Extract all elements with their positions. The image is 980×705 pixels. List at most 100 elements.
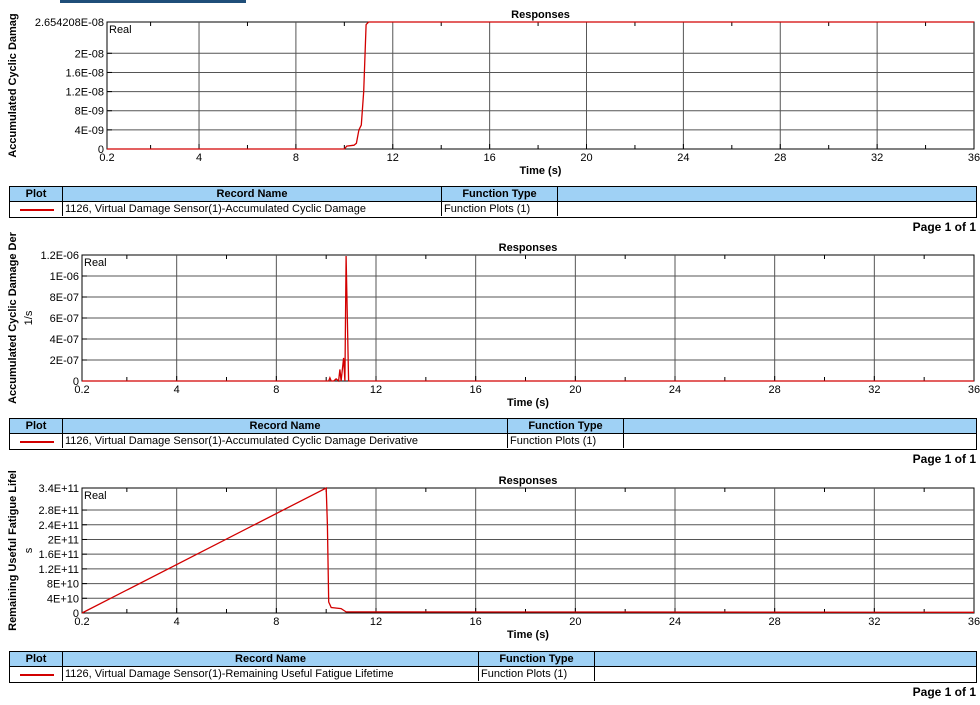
- x-tick-label: 32: [871, 152, 883, 164]
- series-swatch: [20, 441, 54, 443]
- x-tick-label: 16: [484, 152, 496, 164]
- legend-record-name: 1126, Virtual Damage Sensor(1)-Accumulat…: [63, 434, 508, 448]
- series-type-label: Real: [84, 257, 107, 269]
- y-axis-label: Accumulated Cyclic Damage Der: [7, 231, 19, 404]
- x-tick-label: 4: [196, 152, 202, 164]
- y-tick-label: 0: [73, 376, 79, 388]
- x-tick-label: 24: [669, 616, 681, 628]
- x-tick-label: 0.2: [74, 384, 89, 396]
- x-tick-label: 16: [470, 616, 482, 628]
- plot-frame: [81, 487, 975, 614]
- series-line: [82, 255, 974, 383]
- x-tick-label: 12: [370, 384, 382, 396]
- chart-panel-2: Responses 0.2 4 8 12 16 20 24 28 32 36 0 2E-07 4E-07 6…: [0, 231, 980, 469]
- y-tick-label: 4E-07: [50, 334, 79, 346]
- chart-panel-1: Responses 0.2 4 8 12 16 20 24 28 32 36 0 4E-09 8E-09 1…: [0, 4, 980, 236]
- legend-record-name: 1126, Virtual Damage Sensor(1)-Remaining…: [63, 667, 479, 681]
- y-axis-unit: 1/s: [23, 310, 35, 325]
- y-tick-label: 6E-07: [50, 313, 79, 325]
- y-tick-label: 2E-07: [50, 355, 79, 367]
- legend-header-record: Record Name: [63, 419, 508, 433]
- y-tick-label: 2E-08: [75, 48, 104, 60]
- legend-header-record: Record Name: [63, 652, 479, 666]
- legend-header-function: Function Type: [442, 187, 558, 201]
- x-tick-label: 8: [293, 152, 299, 164]
- y-tick-label: 1.6E-08: [65, 67, 104, 79]
- x-tick-label: 28: [769, 616, 781, 628]
- x-tick-label: 24: [677, 152, 689, 164]
- y-tick-label: 1E-06: [50, 271, 79, 283]
- legend-function-type: Function Plots (1): [479, 667, 595, 681]
- x-axis-label: Time (s): [507, 629, 549, 641]
- legend-function-type: Function Plots (1): [508, 434, 624, 448]
- x-tick-label: 24: [669, 384, 681, 396]
- legend-row[interactable]: 1126, Virtual Damage Sensor(1)-Accumulat…: [10, 434, 976, 448]
- y-tick-label: 1.6E+11: [39, 549, 79, 561]
- legend-plot-cell: [10, 667, 63, 681]
- y-tick-label: 0: [73, 608, 79, 620]
- series-type-label: Real: [84, 490, 107, 502]
- chart-svg: Responses 0.2 4 8 12 16 20 24 28 32 36 0 2E-07 4E-07 6…: [7, 231, 980, 409]
- legend-table: Plot Record Name Function Type 1126, Vir…: [9, 418, 977, 450]
- y-tick-label: 3.4E+11: [39, 483, 79, 495]
- x-tick-label: 20: [580, 152, 592, 164]
- legend-table: Plot Record Name Function Type 1126, Vir…: [9, 651, 977, 683]
- legend-header-record: Record Name: [63, 187, 442, 201]
- x-tick-label: 36: [968, 152, 980, 164]
- y-axis-label: Accumulated Cyclic Damag: [7, 13, 19, 157]
- y-tick-label: 4E+10: [47, 593, 79, 605]
- x-tick-label: 28: [774, 152, 786, 164]
- tab-strip: [0, 0, 980, 4]
- legend-function-type: Function Plots (1): [442, 202, 558, 216]
- chart-svg: Responses 0.2 4 8 12 16 20 24 28 32 36 0 4E+10 8E+10 1…: [7, 470, 980, 641]
- series-line: [81, 486, 975, 614]
- y-tick-label: 1.2E-06: [40, 250, 79, 262]
- x-tick-label: 12: [370, 616, 382, 628]
- legend-plot-cell: [10, 202, 63, 216]
- chart-title: Responses: [511, 9, 570, 21]
- page-indicator: Page 1 of 1: [912, 452, 976, 466]
- legend-row[interactable]: 1126, Virtual Damage Sensor(1)-Remaining…: [10, 667, 976, 681]
- x-tick-label: 32: [868, 616, 880, 628]
- series-swatch: [20, 209, 54, 211]
- chart-title: Responses: [499, 475, 558, 487]
- legend-record-name: 1126, Virtual Damage Sensor(1)-Accumulat…: [63, 202, 442, 216]
- active-tab-indicator[interactable]: [60, 0, 246, 3]
- x-axis-label: Time (s): [507, 397, 549, 409]
- chart-title: Responses: [499, 242, 558, 254]
- y-tick-label: 8E-07: [50, 292, 79, 304]
- chart-svg: Responses 0.2 4 8 12 16 20 24 28 32 36 0 4E-09 8E-09 1…: [7, 9, 980, 177]
- x-tick-label: 20: [569, 616, 581, 628]
- x-tick-label: 8: [273, 616, 279, 628]
- legend-table: Plot Record Name Function Type 1126, Vir…: [9, 186, 977, 218]
- x-tick-label: 16: [470, 384, 482, 396]
- legend-header-plot: Plot: [10, 652, 63, 666]
- x-tick-label: 4: [174, 616, 180, 628]
- legend-row[interactable]: 1126, Virtual Damage Sensor(1)-Accumulat…: [10, 202, 976, 216]
- y-tick-label: 2E+11: [48, 534, 79, 546]
- series-swatch: [20, 674, 54, 676]
- y-tick-label: 1.2E+11: [39, 564, 79, 576]
- legend-header-function: Function Type: [479, 652, 595, 666]
- y-tick-label: 4E-09: [75, 125, 104, 137]
- legend-header: [10, 419, 976, 434]
- legend-plot-cell: [10, 434, 63, 448]
- x-tick-label: 36: [968, 384, 980, 396]
- legend-header-plot: Plot: [10, 187, 63, 201]
- y-tick-label: 2.654208E-08: [35, 17, 104, 29]
- y-tick-label: 0: [98, 144, 104, 156]
- page-indicator: Page 1 of 1: [912, 685, 976, 699]
- x-tick-label: 0.2: [99, 152, 114, 164]
- y-axis-label: Remaining Useful Fatigue Lifel: [7, 470, 19, 631]
- x-axis-label: Time (s): [520, 165, 562, 177]
- legend-header: [10, 652, 976, 667]
- chart-panel-3: Responses 0.2 4 8 12 16 20 24 28 32 36 0 4E+10 8E+10 1…: [0, 470, 980, 702]
- y-tick-label: 1.2E-08: [65, 87, 104, 99]
- y-tick-label: 2.4E+11: [39, 520, 79, 532]
- x-tick-label: 32: [868, 384, 880, 396]
- x-tick-label: 36: [968, 616, 980, 628]
- legend-header-plot: Plot: [10, 419, 63, 433]
- x-tick-label: 20: [569, 384, 581, 396]
- x-tick-label: 12: [387, 152, 399, 164]
- x-tick-label: 8: [273, 384, 279, 396]
